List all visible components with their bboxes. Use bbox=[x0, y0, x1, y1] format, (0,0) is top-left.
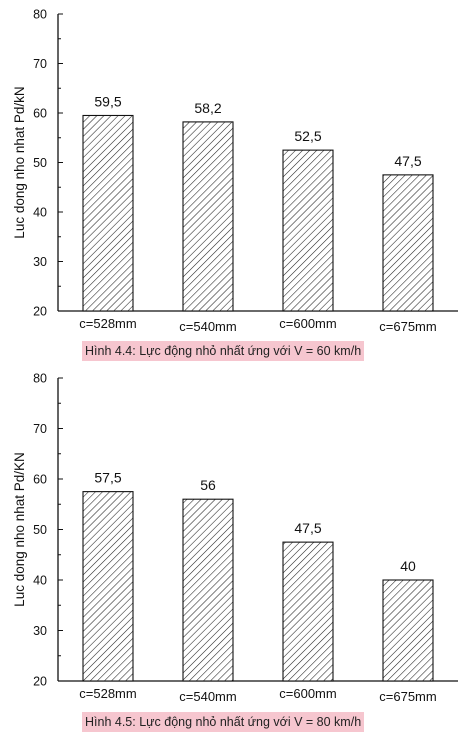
y-tick-label: 50 bbox=[33, 523, 47, 537]
y-axis-title: Luc dong nho nhat Pd/kN bbox=[12, 86, 27, 238]
x-category-label: c=540mm bbox=[179, 689, 236, 704]
bar bbox=[82, 114, 134, 312]
y-tick-label: 20 bbox=[33, 675, 47, 689]
bar bbox=[82, 491, 134, 682]
y-tick-label: 60 bbox=[33, 473, 47, 487]
y-tick-label: 50 bbox=[33, 156, 47, 170]
y-tick-label: 70 bbox=[33, 422, 47, 436]
y-tick-label: 60 bbox=[33, 107, 47, 121]
y-tick-label: 70 bbox=[33, 57, 47, 71]
bar-chart-v80: 20 30 40 50 60 70 80 Luc dong nho nhat Pd/KN 57,… bbox=[12, 372, 458, 704]
bar-value-label: 52,5 bbox=[294, 128, 321, 144]
x-category-label: c=675mm bbox=[379, 689, 436, 704]
bar bbox=[382, 174, 434, 312]
x-category-label: c=540mm bbox=[179, 319, 236, 334]
bar-value-label: 47,5 bbox=[294, 520, 321, 536]
bar-value-label: 40 bbox=[400, 558, 416, 574]
y-tick-label: 80 bbox=[33, 372, 47, 386]
bar-value-label: 58,2 bbox=[194, 100, 221, 116]
bar bbox=[282, 149, 334, 312]
x-category-label: c=528mm bbox=[79, 686, 136, 701]
bar-chart-v60: 20 30 40 50 60 70 80 Luc dong nho nhat Pd/kN 59,… bbox=[12, 8, 458, 334]
x-category-label: c=675mm bbox=[379, 319, 436, 334]
bar bbox=[382, 579, 434, 682]
x-category-label: c=528mm bbox=[79, 316, 136, 331]
bar-value-label: 47,5 bbox=[394, 153, 421, 169]
x-category-label: c=600mm bbox=[279, 686, 336, 701]
y-tick-label: 80 bbox=[33, 8, 47, 22]
y-tick-label: 30 bbox=[33, 624, 47, 638]
bar bbox=[182, 498, 234, 682]
y-tick-label: 40 bbox=[33, 574, 47, 588]
bar-value-label: 57,5 bbox=[94, 470, 121, 486]
x-category-label: c=600mm bbox=[279, 316, 336, 331]
y-axis-title: Luc dong nho nhat Pd/KN bbox=[12, 452, 27, 607]
bar-value-label: 59,5 bbox=[94, 93, 121, 109]
figure-caption-4-5: Hình 4.5: Lực động nhỏ nhất ứng với V = … bbox=[82, 712, 365, 732]
y-tick-label: 20 bbox=[33, 305, 47, 319]
bar bbox=[282, 541, 334, 682]
bar bbox=[182, 121, 234, 312]
figure-caption-4-4: Hình 4.4: Lực động nhỏ nhất ứng với V = … bbox=[82, 341, 365, 361]
y-tick-label: 30 bbox=[33, 255, 47, 269]
y-tick-label: 40 bbox=[33, 206, 47, 220]
bar-value-label: 56 bbox=[200, 477, 216, 493]
